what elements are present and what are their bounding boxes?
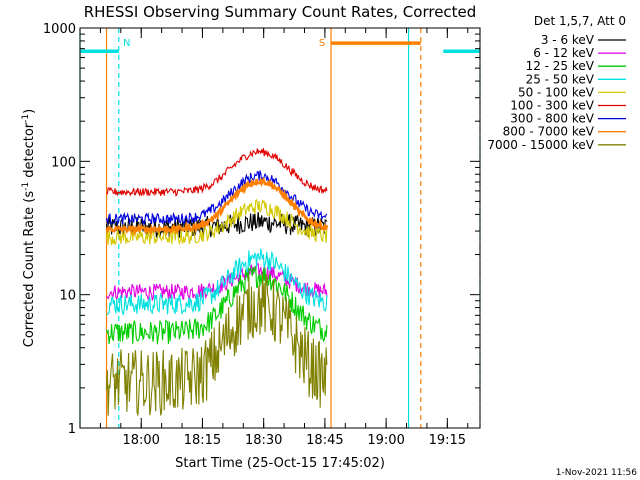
y-tick-label: 1 [68, 422, 76, 437]
legend-header: Det 1,5,7, Att 0 [534, 14, 626, 28]
legend-label: 50 - 100 keV [518, 85, 595, 99]
series-line-8 [105, 273, 328, 416]
legend-label: 7000 - 15000 keV [487, 138, 594, 152]
series-layer [105, 148, 329, 416]
x-tick-label: 19:00 [367, 433, 404, 448]
y-tick-label: 10 [59, 289, 76, 304]
footer-date: 1-Nov-2021 11:56 [556, 468, 638, 478]
y-tick-label: 100 [51, 155, 76, 170]
series-line-7 [106, 177, 329, 237]
plot-frame [79, 27, 481, 429]
series-line-4 [105, 198, 328, 246]
chart-title: RHESSI Observing Summary Count Rates, Co… [84, 3, 477, 21]
x-tick-label: 18:30 [245, 433, 282, 448]
legend-label: 800 - 7000 keV [503, 125, 595, 139]
flag-label: N [123, 38, 130, 49]
legend-label: 6 - 12 keV [533, 46, 595, 60]
legend-label: 3 - 6 keV [541, 33, 595, 47]
legend-label: 25 - 50 keV [526, 72, 595, 86]
legend-label: 100 - 300 keV [510, 99, 594, 113]
x-tick-label: 18:00 [122, 433, 159, 448]
y-tick-label: 1000 [43, 22, 76, 37]
series-line-6 [105, 170, 328, 226]
x-tick-label: 19:15 [429, 433, 466, 448]
flag-label: S [319, 38, 325, 49]
y-axis-label: Corrected Count Rate (s-1 detector-1) [21, 109, 37, 347]
x-axis-label: Start Time (25-Oct-15 17:45:02) [175, 456, 385, 471]
x-tick-label: 18:45 [306, 433, 343, 448]
series-line-2 [105, 266, 328, 345]
series-line-3 [106, 248, 328, 316]
x-tick-label: 18:15 [184, 433, 221, 448]
legend-label: 300 - 800 keV [510, 112, 594, 126]
legend-label: 12 - 25 keV [526, 59, 595, 73]
axis-ticks: 18:00 18:15 18:30 18:45 19:00 19:15 1 10 100 1000 [43, 22, 480, 448]
series-line-5 [106, 148, 328, 197]
